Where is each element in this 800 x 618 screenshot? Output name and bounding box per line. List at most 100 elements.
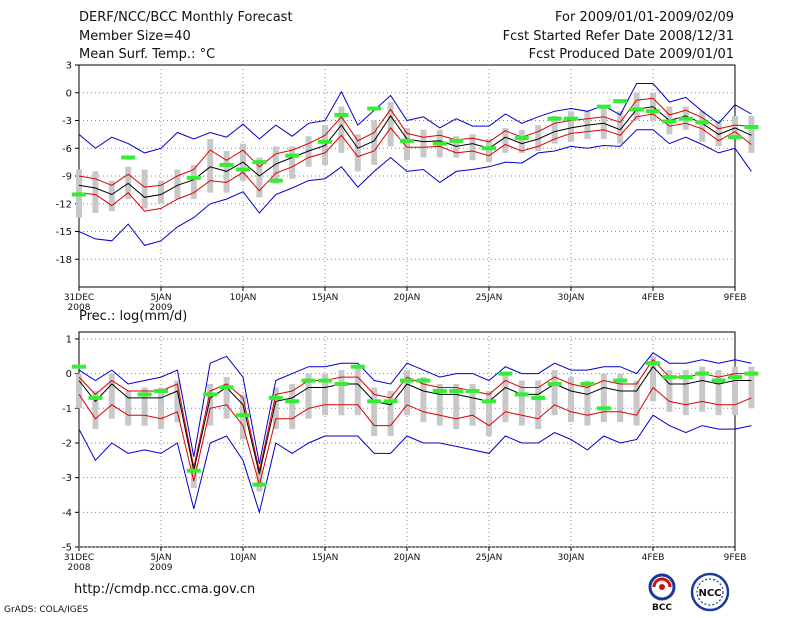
temp-observed-mark: [318, 139, 332, 144]
fcst-produced-date: Fcst Produced Date 2009/01/01: [528, 47, 734, 62]
prec-observed-mark: [367, 399, 382, 404]
temp-observed-mark: [629, 107, 644, 112]
prec-ensemble-bar: [158, 387, 164, 430]
prec-ensemble-bar: [92, 390, 99, 430]
temp-observed-mark: [728, 135, 742, 140]
prec-x-tick-label: 10JAN: [230, 553, 257, 563]
prec-ensemble-bar: [682, 370, 689, 416]
prec-year-label: 2009: [150, 563, 173, 573]
temp-y-tick-label: -9: [62, 172, 72, 183]
prec-ensemble-bar: [305, 373, 312, 419]
prec-y-tick-label: 0: [66, 369, 72, 380]
temp-observed-mark: [219, 162, 234, 167]
temp-lower-blue-line: [78, 129, 752, 246]
temp-ensemble-bar: [256, 157, 263, 198]
temp-upper-red-line: [78, 97, 752, 188]
prec-x-tick-label: 30JAN: [558, 553, 585, 563]
temp-ensemble-bar: [502, 127, 509, 153]
temp-x-tick-label: 25JAN: [476, 293, 503, 303]
temp-x-tick-label: 20JAN: [394, 293, 421, 303]
temp-ensemble-bar: [420, 129, 427, 158]
temp-observed-mark: [334, 112, 349, 117]
prec-ensemble-bar: [207, 384, 214, 426]
prec-observed-mark: [711, 378, 726, 383]
prec-year-label: 2008: [68, 563, 91, 573]
grads-credit: GrADS: COLA/IGES: [4, 605, 89, 615]
temp-observed-mark: [613, 99, 628, 104]
temp-ensemble-bar: [92, 171, 99, 213]
temp-ensemble-bar: [568, 111, 574, 142]
fcst-started-date: Fcst Started Refer Date 2008/12/31: [502, 29, 734, 44]
member-size: Member Size=40: [79, 29, 191, 44]
prec-observed-mark: [301, 378, 316, 383]
prec-observed-mark: [482, 399, 496, 404]
bcc-logo: BCC: [640, 572, 684, 616]
prec-observed-mark: [678, 375, 693, 380]
temp-ensemble-bar: [404, 127, 410, 161]
temp-y-tick-label: 0: [66, 88, 72, 99]
prec-ensemble-bar: [748, 366, 755, 409]
temp-x-tick-label: 5JAN: [150, 293, 171, 303]
temp-upper-blue-line: [78, 83, 752, 154]
prec-ensemble-bar: [650, 356, 656, 402]
prec-observed-mark: [646, 361, 660, 366]
prec-ensemble-bar: [125, 390, 132, 426]
temp-x-tick-label: 30JAN: [558, 293, 585, 303]
prec-ensemble-bar: [387, 390, 394, 437]
temp-ensemble-bar: [518, 129, 525, 153]
prec-ensemble-bar: [600, 373, 607, 423]
prec-observed-mark: [514, 392, 529, 397]
website-url[interactable]: http://cmdp.ncc.cma.gov.cn: [74, 582, 256, 597]
temp-observed-mark: [678, 116, 693, 121]
prec-observed-mark: [662, 375, 677, 380]
prec-observed-mark: [72, 364, 86, 369]
prec-x-tick-label: 20JAN: [394, 553, 421, 563]
prec-observed-mark: [236, 413, 250, 418]
prec-x-tick-label: 15JAN: [312, 553, 339, 563]
prec-ensemble-bar: [699, 366, 706, 412]
prec-observed-mark: [334, 382, 349, 387]
temp-x-tick-label: 9FEB: [724, 293, 747, 303]
prec-ensemble-bar: [371, 387, 378, 437]
prec-observed-mark: [531, 395, 546, 400]
prec-ensemble-bar: [568, 377, 574, 423]
prec-ensemble-bar: [666, 370, 673, 412]
prec-x-tick-label: 9FEB: [724, 553, 747, 563]
temp-ensemble-bar: [469, 134, 476, 161]
prec-ensemble-bar: [502, 373, 509, 423]
temp-ensemble-bar: [486, 139, 492, 163]
prec-ensemble-bar: [141, 387, 148, 426]
prec-ensemble-bar: [518, 380, 525, 426]
prec-y-tick-label: 1: [66, 334, 72, 345]
temp-ensemble-bar: [387, 102, 394, 147]
prec-y-tick-label: -4: [62, 508, 72, 519]
temp-ensemble-bar: [715, 120, 722, 147]
temp-ensemble-bar: [108, 180, 115, 212]
bcc-logo-text: BCC: [652, 603, 672, 612]
temp-year-label: 2008: [68, 303, 91, 310]
temp-ensemble-bar: [699, 111, 706, 142]
prec-upper-blue-line: [78, 352, 752, 464]
temp-y-tick-label: -15: [56, 227, 72, 238]
prec-observed-mark: [400, 378, 414, 383]
prec-ensemble-bar: [551, 370, 558, 416]
temp-observed-mark: [268, 178, 283, 183]
temp-x-tick-label: 15JAN: [312, 293, 339, 303]
temp-ensemble-bar: [338, 106, 345, 153]
prec-observed-mark: [744, 371, 759, 376]
prec-ensemble-bar: [633, 380, 640, 426]
prec-observed-mark: [137, 392, 152, 397]
prec-ensemble-bar: [272, 387, 279, 430]
temp-observed-mark: [514, 136, 529, 141]
temp-observed-mark: [662, 119, 677, 124]
prec-ensemble-bar: [289, 384, 296, 430]
temp-ensemble-bar: [371, 120, 378, 165]
ncc-logo: NCC: [686, 572, 734, 616]
temp-y-tick-label: -18: [56, 255, 72, 266]
temp-observed-mark: [596, 104, 611, 109]
prec-ensemble-bar: [420, 377, 427, 423]
temp-observed-mark: [285, 153, 300, 158]
prec-ensemble-bar: [732, 366, 738, 416]
temp-ensemble-bar: [748, 115, 755, 153]
temp-ensemble-bar: [551, 115, 558, 144]
